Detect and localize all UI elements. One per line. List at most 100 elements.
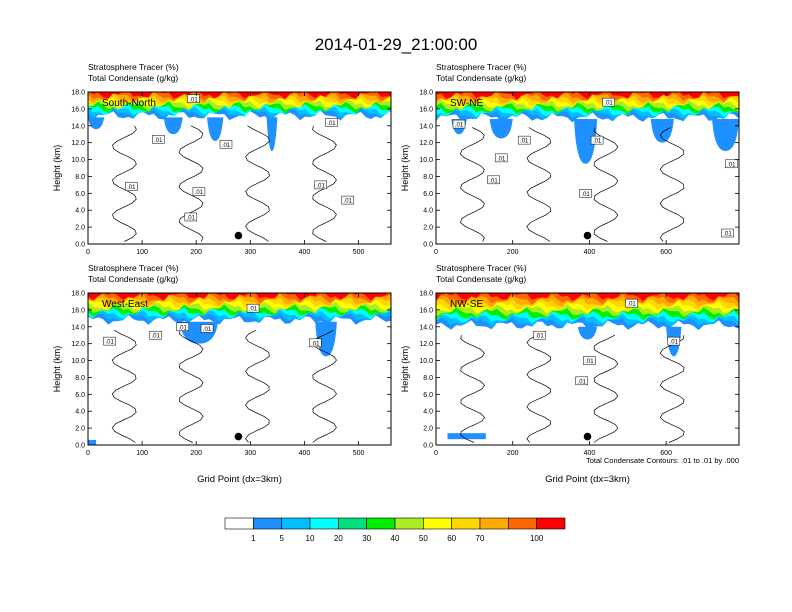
- y-tick-label: 8.0: [75, 174, 85, 181]
- x-axis-label: Grid Point (dx=3km): [545, 474, 630, 485]
- tracer-band-0: [436, 293, 739, 302]
- x-tick-label: 500: [353, 450, 365, 457]
- panel-label: SW-NE: [450, 98, 483, 109]
- contour-label: .01: [535, 334, 544, 340]
- contour-label: .01: [151, 334, 160, 340]
- contour-label-box: [103, 336, 116, 346]
- x-tick-label: 500: [353, 249, 365, 256]
- panel-label: NW-SE: [450, 299, 483, 310]
- y-tick-label: 4.0: [423, 208, 433, 215]
- y-tick-label: 18.0: [71, 90, 85, 97]
- contour-label: .01: [187, 215, 196, 221]
- colorbar-box-3: [309, 517, 339, 530]
- colorbar-label: 20: [334, 534, 343, 543]
- contour-label-box: [176, 322, 189, 332]
- contour-label-box: [314, 180, 327, 190]
- x-tick-label: 300: [244, 249, 256, 256]
- colorbar-box-2: [281, 517, 311, 530]
- header-line2: Total Condensate (g/kg): [88, 274, 178, 284]
- panel-plot-area: .01 .01 .01 .01 .01 .01 .01 .01 .01: [88, 92, 391, 244]
- x-tick-label: 300: [244, 450, 256, 457]
- colorbar-box-5: [366, 517, 396, 530]
- x-tick-label: 200: [507, 249, 519, 256]
- contour-label: .01: [203, 327, 212, 333]
- contour-label-box: [487, 175, 500, 185]
- contour-label: .01: [585, 359, 594, 365]
- condensate-contour-0: [460, 335, 485, 443]
- y-tick-label: 6.0: [75, 392, 85, 399]
- contour-label-box: [149, 330, 162, 340]
- colorbar-box-0: [224, 517, 254, 530]
- contour-label-box: [341, 195, 354, 205]
- panel-plot-area: .01 .01 .01 .01 .01 .01: [88, 293, 391, 445]
- header-line1: Stratosphere Tracer (%): [88, 263, 179, 273]
- panel-label: South-North: [102, 98, 156, 109]
- condensate-contour-1: [178, 330, 204, 443]
- intrusion-patch-2: [207, 117, 224, 141]
- contour-label: .01: [222, 143, 231, 149]
- low-patch-2: [447, 433, 486, 440]
- panels: .01 .01 .01 .01 .01 .01 .01 .01 .01 South-North St…: [52, 62, 740, 485]
- contour-label: .01: [344, 199, 353, 205]
- contour-label-box: [152, 135, 165, 144]
- y-tick-label: 0.0: [423, 443, 433, 450]
- contour-label-box: [125, 182, 138, 191]
- header-line1: Stratosphere Tracer (%): [436, 263, 527, 273]
- x-tick-label: 600: [660, 450, 672, 457]
- location-marker: [583, 231, 592, 240]
- colorbar-label: 30: [362, 534, 371, 543]
- contour-label: .01: [581, 192, 590, 198]
- y-tick-label: 12.0: [71, 341, 85, 348]
- condensate-contour-0: [111, 329, 137, 443]
- location-marker: [234, 432, 243, 441]
- y-axis-label: Height (km): [52, 145, 62, 192]
- y-tick-label: 12.0: [419, 341, 433, 348]
- y-tick-label: 0.0: [75, 242, 85, 249]
- y-tick-label: 2.0: [423, 225, 433, 232]
- x-tick-label: 600: [660, 249, 672, 256]
- y-axis-label: Height (km): [52, 346, 62, 393]
- condensate-contour-1: [526, 334, 551, 443]
- intrusion-patch-2: [574, 119, 598, 164]
- panel-label: West-East: [102, 299, 148, 310]
- contour-label-box: [452, 119, 466, 129]
- condensate-contour-1: [526, 127, 552, 242]
- colorbar-label: 10: [306, 534, 315, 543]
- header-line1: Stratosphere Tracer (%): [436, 62, 527, 72]
- colorbar-box-11: [536, 517, 566, 530]
- y-tick-label: 18.0: [71, 291, 85, 298]
- condensate-contour-2: [593, 334, 619, 443]
- intrusion-patch-4: [712, 119, 739, 152]
- x-tick-label: 0: [434, 249, 438, 256]
- x-axis-label: Grid Point (dx=3km): [197, 474, 282, 485]
- condensate-contour-0: [459, 127, 485, 242]
- header-line2: Total Condensate (g/kg): [88, 73, 178, 83]
- y-tick-label: 10.0: [419, 358, 433, 365]
- x-tick-label: 200: [190, 249, 202, 256]
- contour-label-box: [721, 228, 734, 238]
- contour-label-box: [590, 135, 604, 145]
- contour-label: .01: [604, 101, 613, 107]
- contour-label-box: [725, 159, 738, 169]
- x-tick-label: 400: [584, 450, 596, 457]
- y-tick-label: 4.0: [75, 409, 85, 416]
- colorbar-box-4: [338, 517, 367, 530]
- contour-label-box: [219, 140, 233, 149]
- condensate-contour-3: [659, 127, 685, 242]
- contour-label: .01: [593, 139, 602, 145]
- intrusion-patch-0: [88, 117, 105, 130]
- plot-frame: [435, 292, 740, 446]
- contour-label: .01: [179, 325, 188, 331]
- tracer-band-0: [436, 92, 739, 100]
- intrusion-patch-3: [650, 119, 674, 143]
- intrusion-patch-3: [266, 117, 278, 152]
- condensate-contour-0: [112, 125, 137, 242]
- y-tick-label: 16.0: [71, 307, 85, 314]
- y-tick-label: 6.0: [423, 191, 433, 198]
- y-tick-label: 10.0: [71, 358, 85, 365]
- x-tick-label: 0: [86, 249, 90, 256]
- contour-label: .01: [723, 232, 732, 238]
- contour-label: .01: [578, 379, 587, 385]
- contour-label-box: [602, 97, 615, 107]
- contour-label: .01: [455, 123, 464, 129]
